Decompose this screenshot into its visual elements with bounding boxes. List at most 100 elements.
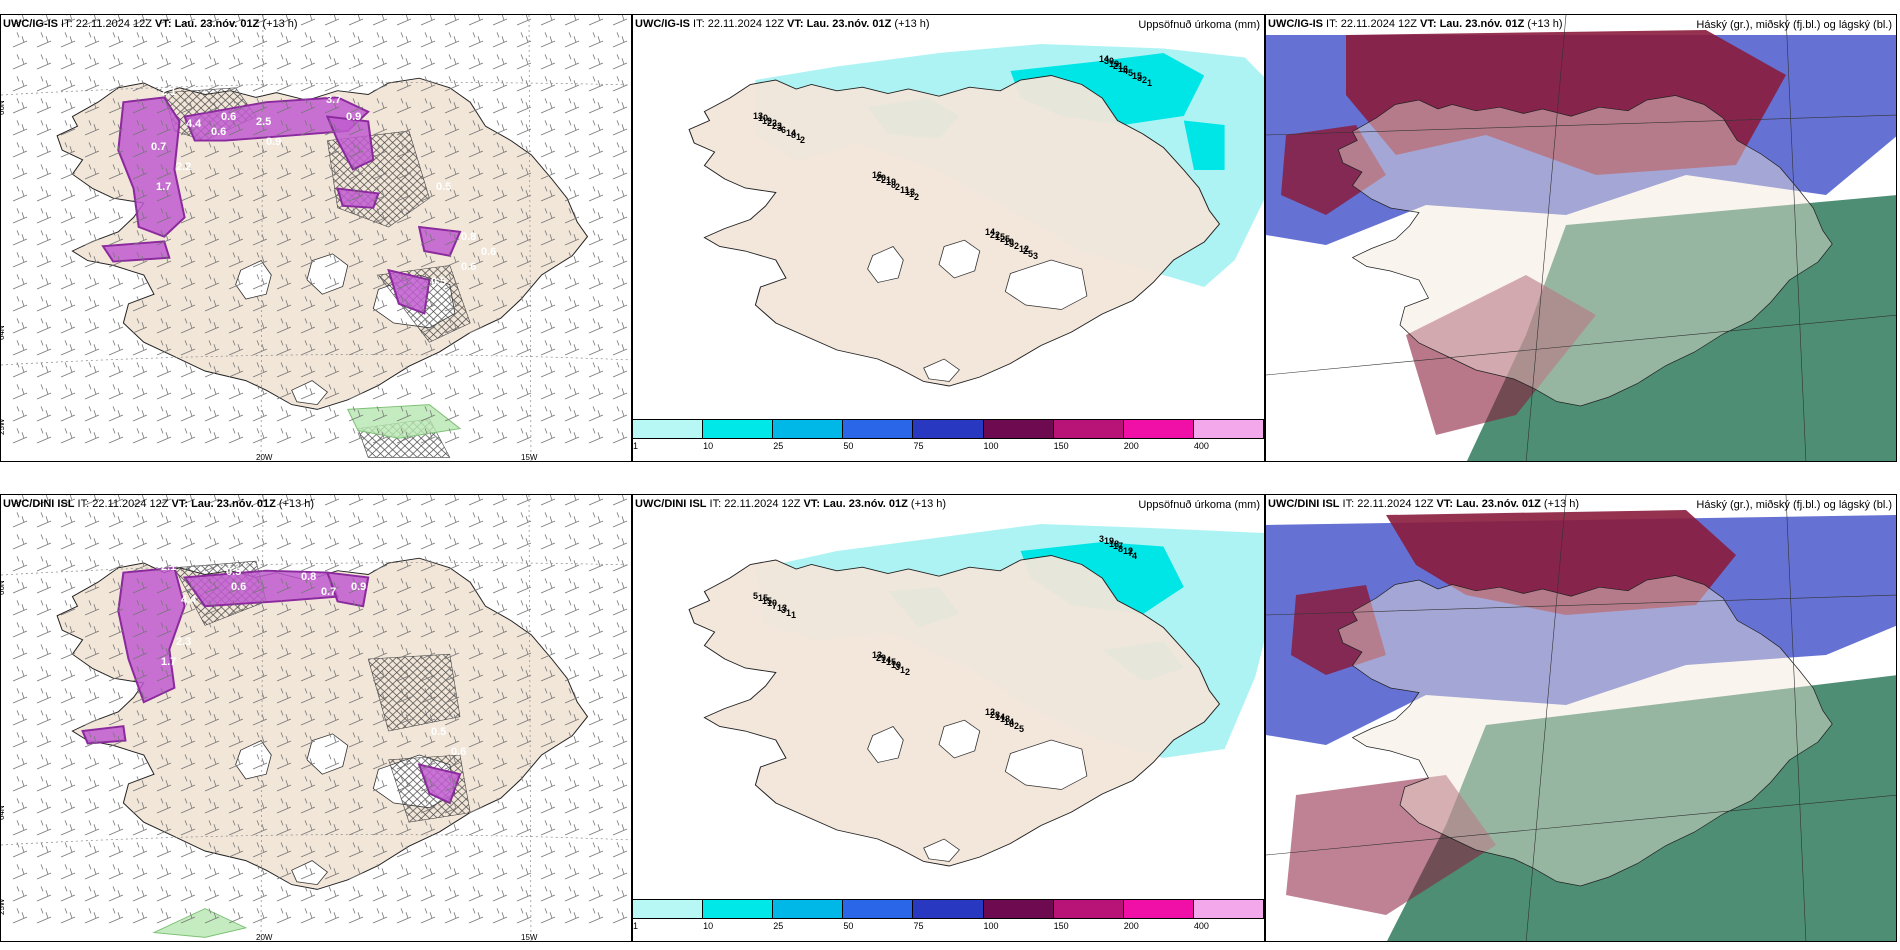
wind-barb <box>132 230 148 246</box>
wind-barb <box>348 406 364 422</box>
wind-barb <box>60 842 76 858</box>
wind-barb <box>228 644 244 660</box>
wind-barb <box>132 186 148 202</box>
wind-barb <box>420 578 436 594</box>
hail-value: 0.5 <box>436 181 451 193</box>
precip-value: 15 <box>758 593 768 603</box>
precip-value: 11 <box>900 185 910 195</box>
wind-barb <box>60 556 76 572</box>
precip-value: 15 <box>1132 71 1142 81</box>
wind-barb <box>516 98 532 114</box>
wind-barb <box>564 622 580 638</box>
wind-barb <box>60 186 76 202</box>
wind-barb <box>84 32 100 48</box>
wind-barb <box>444 230 460 246</box>
model-name: UWC/IG-IS <box>635 18 690 30</box>
wind-barb <box>324 864 340 880</box>
wind-barb <box>564 754 580 770</box>
colorbar-segment <box>843 420 914 438</box>
wind-barb <box>108 230 124 246</box>
wind-barb <box>132 142 148 158</box>
wind-barb <box>204 710 220 726</box>
wind-barb <box>36 318 52 334</box>
wind-barb <box>540 666 556 682</box>
wind-barb <box>156 186 172 202</box>
wind-barb <box>60 274 76 290</box>
wind-barb <box>396 495 412 506</box>
wind-barb <box>108 666 124 682</box>
wind-barb <box>276 622 292 638</box>
wind-barb <box>516 556 532 572</box>
wind-barb <box>132 578 148 594</box>
wind-barb <box>60 622 76 638</box>
hail-contour <box>101 240 171 263</box>
wind-barb <box>492 886 508 902</box>
wind-barb <box>108 98 124 114</box>
wind-barb <box>132 76 148 92</box>
wind-barb <box>420 644 436 660</box>
wind-barb <box>36 76 52 92</box>
wind-barb <box>564 76 580 92</box>
wind-barb <box>12 186 28 202</box>
wind-barb <box>204 644 220 660</box>
precip-value: 15 <box>762 596 772 606</box>
wind-barb <box>276 644 292 660</box>
wind-barb <box>132 754 148 770</box>
wind-barb <box>324 666 340 682</box>
wind-barb <box>204 864 220 880</box>
wind-barb <box>60 600 76 616</box>
wind-barb <box>156 406 172 422</box>
wind-barb <box>108 908 124 924</box>
wind-barb <box>156 534 172 550</box>
colorbar-segment <box>1053 420 1124 438</box>
wind-barb <box>420 54 436 70</box>
wind-barb <box>252 512 268 528</box>
precip-value: 22 <box>767 118 777 128</box>
wind-barb <box>180 820 196 836</box>
wind-barb <box>492 406 508 422</box>
precip-value: 10 <box>1004 237 1014 247</box>
wind-barb <box>300 732 316 748</box>
wind-barb <box>60 428 76 444</box>
wind-barb <box>372 688 388 704</box>
wind-barb <box>396 296 412 312</box>
wind-barb <box>516 644 532 660</box>
wind-barb <box>564 842 580 858</box>
wind-barb <box>300 120 316 136</box>
wind-barb <box>156 230 172 246</box>
wind-barb <box>36 908 52 924</box>
wind-barb <box>252 164 268 180</box>
wind-barb <box>276 208 292 224</box>
wind-barb <box>540 252 556 268</box>
wind-barb <box>12 798 28 814</box>
wind-barb <box>276 318 292 334</box>
model-name: UWC/DINI ISL <box>1268 498 1340 510</box>
wind-barb <box>372 120 388 136</box>
hail-value: 0.9 <box>266 136 281 148</box>
wind-barb <box>300 76 316 92</box>
wind-barb <box>204 164 220 180</box>
wind-barb <box>252 556 268 572</box>
wind-barb <box>36 230 52 246</box>
wind-barb <box>492 362 508 378</box>
wind-barb <box>612 230 628 246</box>
wind-barb <box>252 688 268 704</box>
wind-barb <box>252 76 268 92</box>
hail-value: 1.7 <box>156 181 171 193</box>
wind-barb <box>276 776 292 792</box>
wind-barb <box>420 798 436 814</box>
precip-value: 18 <box>1000 714 1010 724</box>
glacier <box>923 358 960 382</box>
wind-barb <box>228 76 244 92</box>
precip-value: 8 <box>1118 544 1123 554</box>
wind-barb <box>36 274 52 290</box>
wind-barb <box>612 908 628 924</box>
wind-barb <box>276 384 292 400</box>
wind-barb <box>228 32 244 48</box>
wind-barb <box>60 864 76 880</box>
wind-barb <box>108 362 124 378</box>
wind-barb <box>468 666 484 682</box>
wind-barb <box>420 274 436 290</box>
wind-barb <box>516 120 532 136</box>
wind-barb <box>420 76 436 92</box>
